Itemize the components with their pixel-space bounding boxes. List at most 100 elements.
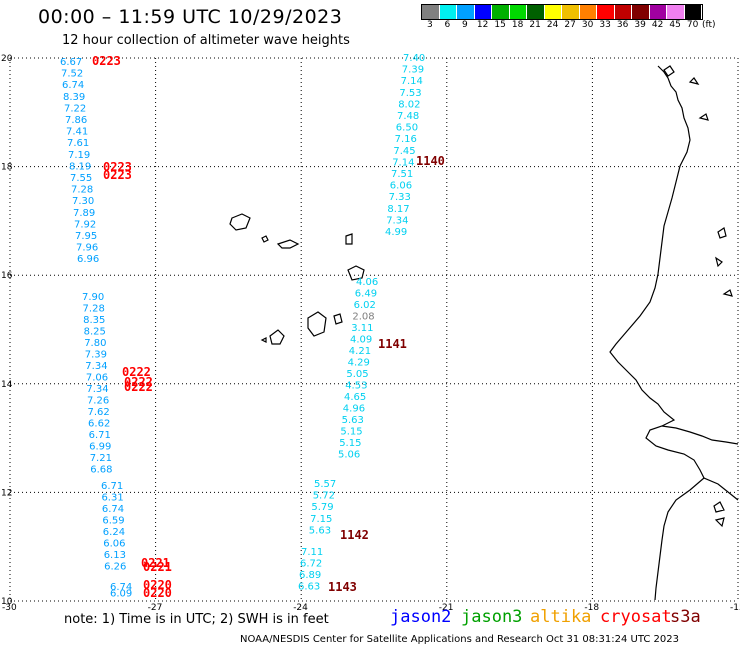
lat-tick-label: 18 <box>1 163 13 173</box>
wave-height-value: 7.92 <box>74 219 96 230</box>
lon-tick-label: -15 <box>730 603 740 613</box>
wave-height-value: 7.61 <box>67 138 89 149</box>
track-pass-1142: 5.575.725.797.155.63 1142 <box>309 479 369 542</box>
scale-label: 70 <box>686 20 699 30</box>
wave-height-value: 8.35 <box>83 315 105 326</box>
coastline <box>229 65 739 601</box>
pass-time-label: 0222 <box>124 380 153 394</box>
scale-label: 39 <box>634 20 646 30</box>
wave-height-value: 6.62 <box>88 419 110 430</box>
wave-height-value: 7.53 <box>399 88 421 99</box>
pass-time-label: 0223 <box>92 54 121 68</box>
wave-height-value: 7.40 <box>403 53 425 64</box>
legend-s3a: s3a <box>670 607 701 627</box>
wave-height-value: 6.02 <box>354 300 376 311</box>
island-boa-vista <box>347 265 365 281</box>
scale-swatch <box>457 5 475 19</box>
wave-height-value: 5.05 <box>346 369 368 380</box>
track-pass-1141: 4.066.496.022.083.114.094.214.295.054.53… <box>338 277 407 461</box>
wave-height-value: 7.90 <box>82 292 104 303</box>
wave-height-value: 7.39 <box>402 65 424 76</box>
pass-time-label: 0222 <box>124 375 153 389</box>
wave-height-value: 5.15 <box>339 438 361 449</box>
wave-height-value: 6.71 <box>89 430 111 441</box>
color-scale-labels: 3 6 9 12 15 18 21 24 27 30 33 36 39 42 45 70 (ft) <box>421 20 740 32</box>
wave-height-value: 4.99 <box>385 227 407 238</box>
lat-tick-label: 12 <box>1 488 12 498</box>
pass-time-label: 1142 <box>340 528 369 542</box>
scale-swatch <box>649 5 667 19</box>
wave-height-value: 7.11 <box>301 547 323 558</box>
wave-height-value: 6.50 <box>396 123 418 134</box>
scale-swatch <box>597 5 615 19</box>
map-subtitle: 12 hour collection of altimeter wave hei… <box>62 33 350 48</box>
island-sao-vicente <box>261 235 269 243</box>
wave-height-value: 5.79 <box>311 502 333 513</box>
wave-height-value: 5.15 <box>340 427 362 438</box>
wave-height-value: 6.06 <box>103 539 125 550</box>
wave-height-value: 7.96 <box>76 243 98 254</box>
wave-height-value: 6.72 <box>300 559 322 570</box>
pass-time-label: 1143 <box>328 580 357 594</box>
wave-height-value: 5.57 <box>314 479 336 490</box>
africa-coastline <box>609 65 739 501</box>
island-fogo <box>269 329 285 345</box>
wave-height-value: 7.26 <box>87 396 109 407</box>
pass-time-label: 0221 <box>143 560 172 574</box>
lat-tick-label: 20 <box>1 54 13 64</box>
track-pass-0222: 7.907.288.358.257.807.397.347.067.347.26… <box>82 292 153 476</box>
island-sal <box>345 233 353 245</box>
lon-tick-label: -30 <box>2 603 17 613</box>
wave-height-value: 7.34 <box>86 384 108 395</box>
wave-height-value: 6.63 <box>298 582 320 593</box>
wave-height-value: 7.19 <box>68 150 90 161</box>
scale-swatch <box>684 5 702 19</box>
scale-label: 12 <box>476 20 489 30</box>
wave-height-value: 7.95 <box>75 231 97 242</box>
scale-label: 6 <box>444 20 451 30</box>
wave-height-value: 4.65 <box>344 392 366 403</box>
lat-tick-label: 10 <box>1 597 13 607</box>
legend-jason2: jason2 <box>390 607 452 627</box>
island-santiago <box>307 311 327 337</box>
pass-time-label: 0223 <box>103 160 132 174</box>
scale-swatch <box>579 5 597 19</box>
wave-height-value: 7.16 <box>395 134 417 145</box>
wave-height-value: 8.02 <box>398 99 420 110</box>
wave-height-value: 7.22 <box>64 103 86 114</box>
legend-jason3: jason3 <box>461 607 523 627</box>
wave-height-value: 7.21 <box>90 453 112 464</box>
wave-height-value: 8.17 <box>387 204 409 215</box>
scale-swatch <box>527 5 545 19</box>
scale-label: 36 <box>616 20 629 30</box>
wave-height-value: 2.08 <box>352 312 374 323</box>
wave-height-value: 6.68 <box>90 465 112 476</box>
wave-height-value: 7.52 <box>61 69 83 80</box>
pass-time-label: 0223 <box>103 168 132 182</box>
scale-label: 21 <box>529 20 541 30</box>
wave-height-value: 7.55 <box>70 173 92 184</box>
wave-height-value: 4.29 <box>348 358 370 369</box>
wave-height-value: 6.49 <box>355 289 377 300</box>
longitude-labels: -30 -27 -24 -21 -18 -15 <box>2 603 740 613</box>
wave-height-value: 7.51 <box>391 169 413 180</box>
pass-time-label: 0220 <box>143 578 172 592</box>
scale-swatch <box>667 5 685 19</box>
wave-height-value: 4.06 <box>356 277 378 288</box>
pass-time-label: 1141 <box>378 337 407 351</box>
gridlines <box>9 57 739 602</box>
wave-height-value: 7.30 <box>72 196 94 207</box>
track-pass-1140: 7.407.397.147.538.027.486.507.167.457.14… <box>385 53 445 238</box>
wave-height-value: 7.14 <box>392 157 414 168</box>
wave-height-value: 6.74 <box>102 504 124 515</box>
wave-height-value: 5.06 <box>338 450 360 461</box>
wave-height-value: 3.11 <box>351 323 373 334</box>
wave-height-value: 7.28 <box>71 185 93 196</box>
wave-height-value: 7.80 <box>84 338 106 349</box>
color-scale-bar <box>421 4 703 20</box>
wave-height-value: 8.19 <box>69 161 91 172</box>
wave-height-value: 6.89 <box>299 570 321 581</box>
